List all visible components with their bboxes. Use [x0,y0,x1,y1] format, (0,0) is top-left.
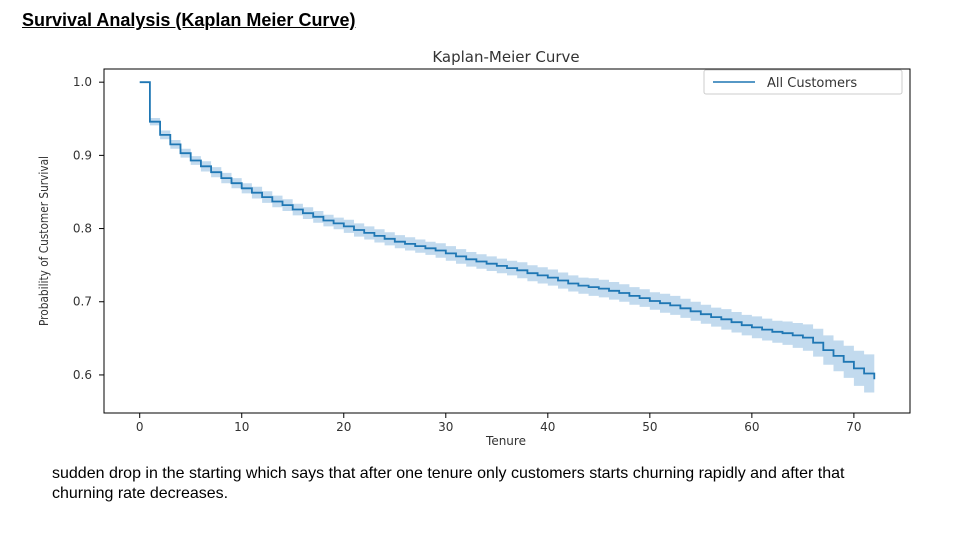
y-tick-label: 0.7 [73,295,92,309]
confidence-band [139,82,875,396]
x-tick-label: 50 [642,420,657,434]
y-tick-label: 0.8 [73,222,92,236]
x-axis-label: Tenure [485,434,526,448]
x-tick-label: 20 [336,420,351,434]
slide-caption: sudden drop in the starting which says t… [52,465,845,502]
survival-line-layer [139,81,876,380]
plot-frame [103,68,911,414]
x-tick-label: 40 [540,420,555,434]
x-tick-label: 60 [744,420,759,434]
confidence-band-layer [139,82,875,396]
x-tick-label: 30 [438,420,453,434]
y-axis-label: Probability of Customer Survival [37,156,51,326]
kaplan-meier-chart: 0 10 20 30 40 50 60 70 0.6 0.7 0.8 0.9 1.0 Kaplan-M… [0,40,960,460]
legend-entry-all-customers: All Customers [767,76,857,91]
legend: All Customers [703,69,903,95]
kaplan-meier-chart-svg: 0 10 20 30 40 50 60 70 0.6 0.7 0.8 0.9 1.0 Kaplan-M… [0,40,960,460]
survival-curve-all-customers [139,81,876,380]
x-tick-label: 10 [234,420,249,434]
chart-title: Kaplan-Meier Curve [432,48,579,66]
y-tick-label: 0.6 [73,368,92,382]
slide-title: Survival Analysis (Kaplan Meier Curve) [22,10,356,30]
x-tick-label: 0 [136,420,144,434]
y-tick-label: 1.0 [73,75,92,89]
x-tick-layer: 0 10 20 30 40 50 60 70 [136,413,862,434]
chart-background [0,40,960,460]
y-tick-layer: 0.6 0.7 0.8 0.9 1.0 [73,75,104,382]
legend-frame [703,69,903,95]
x-tick-label: 70 [846,420,861,434]
y-tick-label: 0.9 [73,148,92,162]
